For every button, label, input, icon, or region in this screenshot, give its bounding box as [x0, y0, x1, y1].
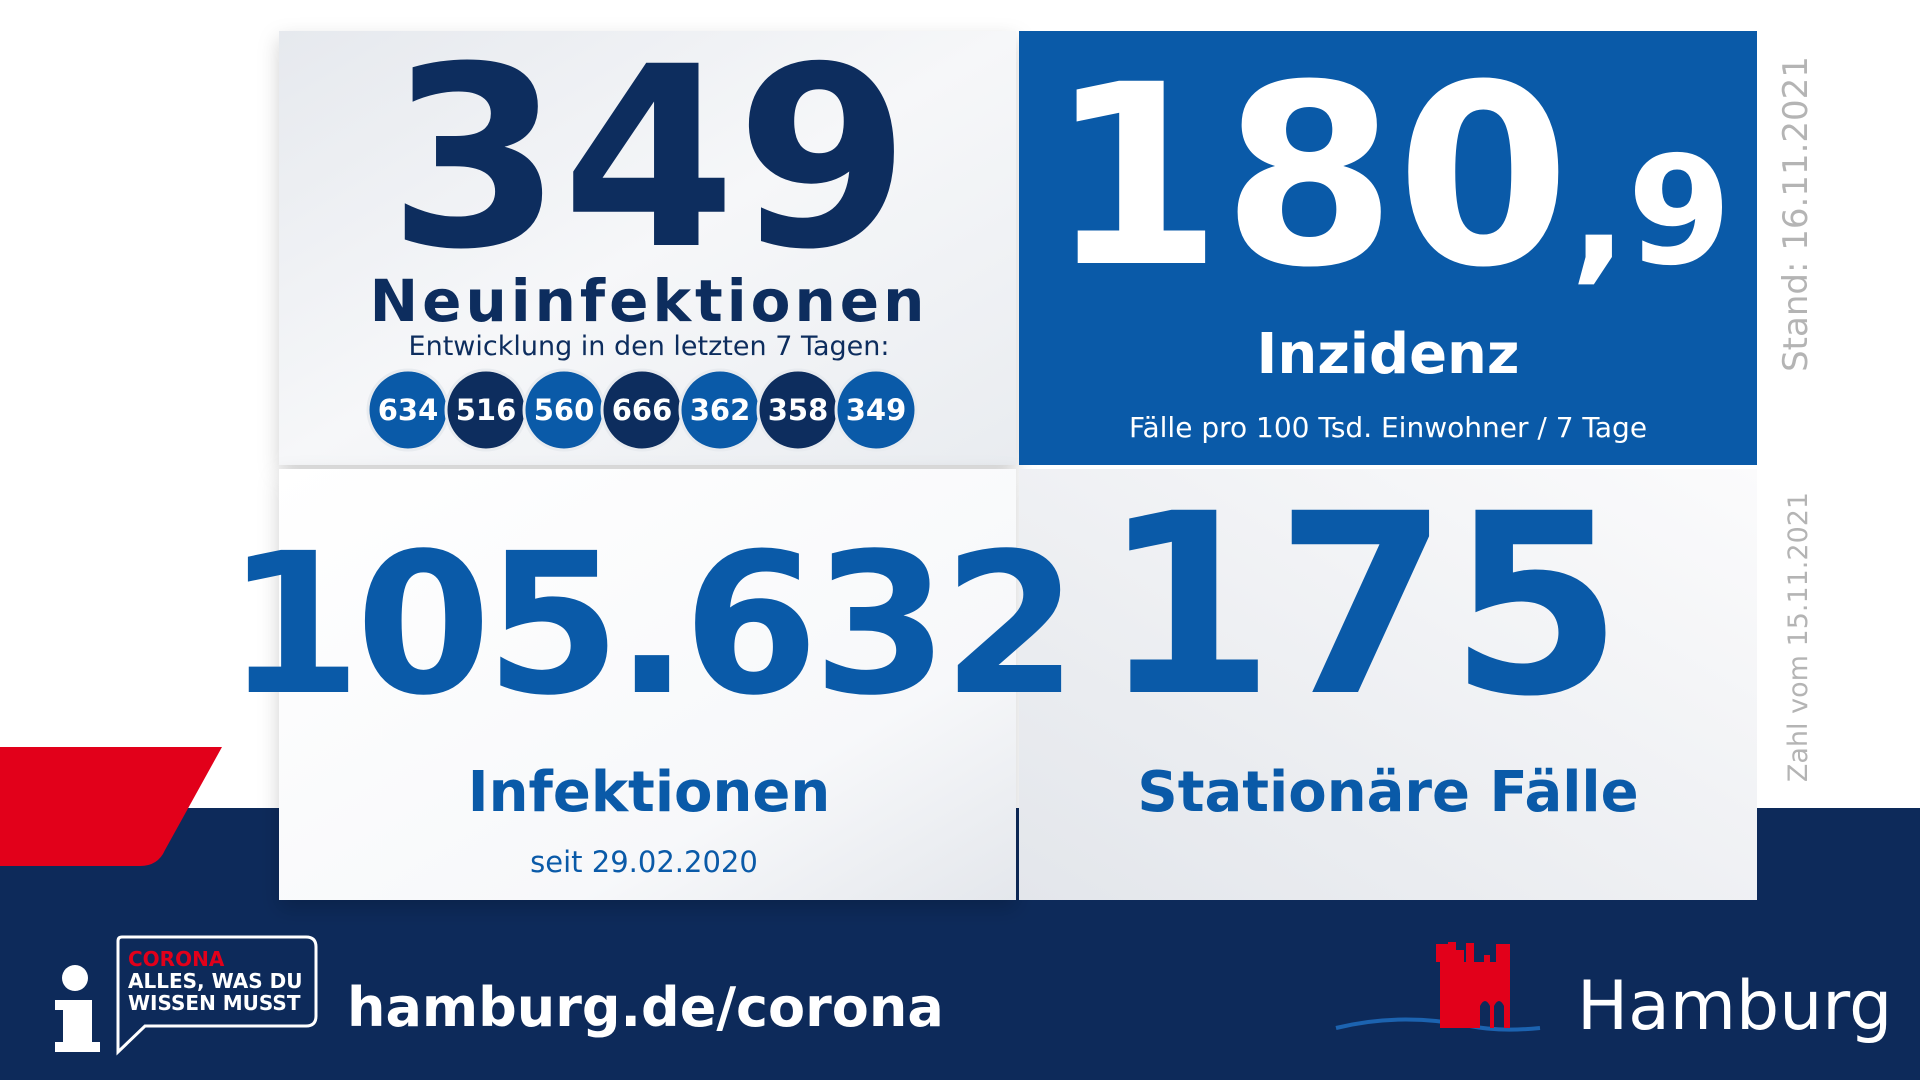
- incidence-value: 180,9: [1048, 31, 1731, 322]
- badge-line: ALLES, WAS DU: [128, 969, 302, 993]
- history-value: 560: [534, 393, 595, 427]
- panel-incidence: [1019, 31, 1757, 465]
- incidence-label: Inzidenz: [1256, 322, 1519, 387]
- panel-total-infections: [279, 469, 1016, 900]
- footer-url[interactable]: hamburg.de/corona: [347, 976, 944, 1039]
- panel-hospitalized: [1019, 469, 1757, 900]
- new-infections-label: Neuinfektionen: [370, 267, 929, 335]
- history-value: 634: [378, 393, 439, 427]
- incidence-decimal: ,9: [1570, 125, 1731, 299]
- red-accent: [0, 747, 222, 866]
- hospitalized-label: Stationäre Fälle: [1137, 760, 1638, 825]
- badge-line: WISSEN MUSST: [128, 991, 301, 1015]
- brand-name: Hamburg: [1577, 967, 1892, 1046]
- side-note: Stand: 16.11.2021: [1776, 56, 1816, 372]
- total-infections-label: Infektionen: [468, 760, 830, 825]
- history-circles: 634 516 560 666 362 358 349: [366, 368, 918, 452]
- history-value: 666: [612, 393, 673, 427]
- badge-frame: [116, 935, 318, 1056]
- history-value: 362: [690, 393, 751, 427]
- total-infections-since: seit 29.02.2020: [530, 845, 758, 879]
- new-infections-value: 349: [388, 13, 910, 304]
- incidence-integer: 180: [1048, 31, 1570, 322]
- info-icon: [55, 965, 100, 1052]
- hospitalized-value: 175: [1101, 460, 1623, 751]
- total-infections-value: 105.632: [226, 511, 1072, 738]
- history-value: 516: [456, 393, 517, 427]
- hamburg-logo: [1335, 942, 1541, 1032]
- history-value: 358: [768, 393, 829, 427]
- incidence-unit: Fälle pro 100 Tsd. Einwohner / 7 Tage: [1129, 411, 1647, 444]
- side-note: Zahl vom 15.11.2021: [1783, 492, 1814, 782]
- badge-line: CORONA: [128, 947, 225, 971]
- history-circle: [834, 368, 918, 452]
- history-value: 349: [846, 393, 907, 427]
- new-infections-subtitle: Entwicklung in den letzten 7 Tagen:: [409, 331, 890, 362]
